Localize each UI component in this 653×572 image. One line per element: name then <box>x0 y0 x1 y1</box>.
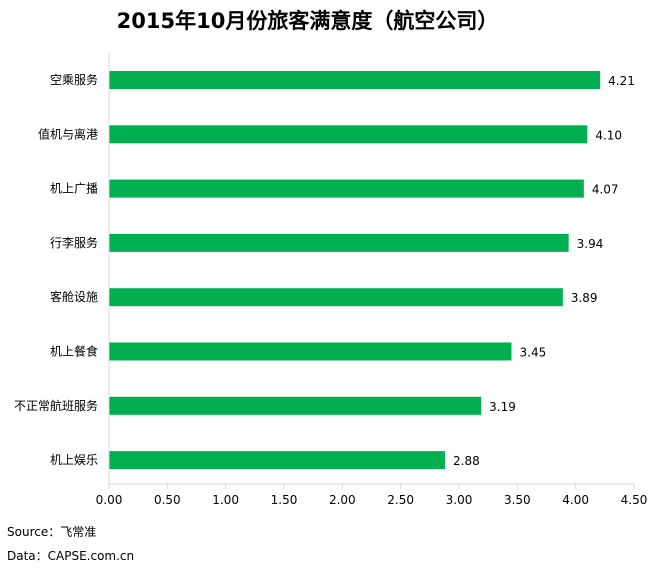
category-label-2: 值机与离港 <box>38 126 98 141</box>
value-label-3: 4.07 <box>592 183 619 197</box>
x-tick-label-7: 3.00 <box>446 493 473 507</box>
value-labels: 4.21 4.10 4.07 3.94 3.89 3.45 3.19 2.88 <box>453 74 635 468</box>
value-label-2: 4.10 <box>595 128 622 142</box>
bar-4 <box>109 233 569 252</box>
x-tick-label-8: 3.50 <box>504 493 531 507</box>
category-label-8: 机上娱乐 <box>50 453 98 467</box>
bar-2 <box>109 125 588 144</box>
chart-title: 2015年10月份旅客满意度（航空公司） <box>116 9 499 33</box>
value-label-5: 3.89 <box>571 291 598 305</box>
value-label-1: 4.21 <box>608 74 635 88</box>
value-label-8: 2.88 <box>453 454 480 468</box>
value-label-7: 3.19 <box>489 400 516 414</box>
x-axis: 0.00 0.50 1.00 1.50 2.00 2.50 3.00 3.50 4.00 4.50 <box>96 52 648 507</box>
x-tick-label-1: 0.00 <box>96 493 123 507</box>
x-tick-label-6: 2.50 <box>387 493 414 507</box>
bar-1 <box>109 71 601 89</box>
x-tick-label-9: 4.00 <box>562 493 589 507</box>
data-note: Data：CAPSE.com.cn <box>7 549 135 563</box>
bar-5 <box>109 288 563 307</box>
bars-layer <box>109 71 601 470</box>
bar-6 <box>109 342 512 361</box>
category-label-5: 客舱设施 <box>50 289 98 304</box>
bar-8 <box>109 451 445 470</box>
bar-7 <box>109 396 482 415</box>
value-label-6: 3.45 <box>520 346 547 360</box>
category-label-6: 机上餐食 <box>50 344 98 359</box>
x-tick-label-10: 4.50 <box>621 493 648 507</box>
x-tick-label-3: 1.00 <box>212 493 239 507</box>
x-tick-label-4: 1.50 <box>271 493 298 507</box>
x-tick-label-2: 0.50 <box>154 493 181 507</box>
category-label-7: 不正常航班服务 <box>14 398 98 413</box>
bar-3 <box>109 179 584 198</box>
value-label-4: 3.94 <box>577 237 604 251</box>
source-note: Source：飞常准 <box>7 525 97 539</box>
category-label-3: 机上广播 <box>50 182 98 196</box>
category-label-4: 行李服务 <box>50 235 98 250</box>
category-label-1: 空乘服务 <box>50 72 98 87</box>
x-tick-label-5: 2.00 <box>329 493 356 507</box>
